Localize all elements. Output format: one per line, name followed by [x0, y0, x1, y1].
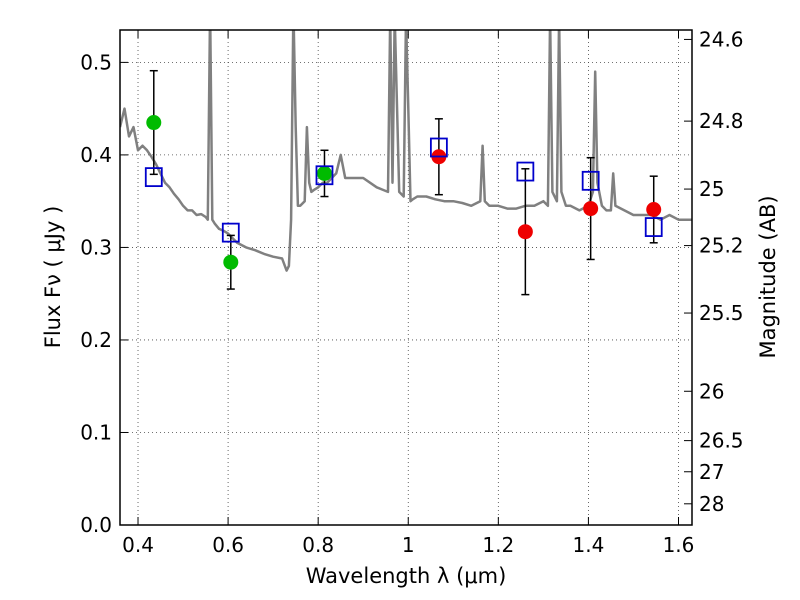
y-tick-label: 0.1 [80, 420, 112, 444]
x-tick-label: 0.4 [122, 533, 154, 557]
model-photometry-square [581, 170, 600, 191]
plot-area [120, 30, 692, 296]
x-tick-label: 0.8 [302, 533, 334, 557]
nir-data-point [517, 224, 533, 240]
y2-tick-label: 24.8 [699, 109, 744, 133]
plot-frame [119, 29, 693, 526]
y2-tick-label: 25.2 [699, 234, 744, 258]
x-axis-label: Wavelength λ (μm) [306, 564, 507, 588]
y2-axis-label: Magnitude (AB) [756, 195, 780, 358]
model-photometry-square [144, 167, 163, 188]
x-tick-label: 1.2 [482, 533, 514, 557]
x-tick-label: 1 [402, 533, 415, 557]
y-axis-label: Flux Fν ( μJy ) [41, 206, 65, 349]
x-tick-label: 1.4 [573, 533, 605, 557]
model-photometry-square [644, 217, 663, 237]
y2-tick-label: 25 [699, 177, 724, 201]
y2-tick-label: 26.5 [699, 429, 744, 453]
model-spectrum-line [120, 30, 692, 272]
nir-data-point [583, 201, 599, 217]
y-tick-label: 0.5 [80, 50, 112, 74]
model-photometry-square [429, 137, 448, 158]
model-photometry-square [315, 165, 334, 186]
y-tick-label: 0.0 [80, 513, 112, 537]
y2-tick-label: 24.6 [699, 27, 744, 51]
x-tick-label: 0.6 [212, 533, 244, 557]
model-photometry-square [221, 222, 240, 243]
axis-ticks: 0.4 0.6 0.8 1 1.2 1.4 1.6 0.0 0.1 0.2 0.3 0.4 0.5 24.… [80, 27, 743, 557]
y-tick-label: 0.2 [80, 328, 112, 352]
optical-data-point [223, 254, 239, 270]
optical-data-point [146, 115, 162, 131]
nir-data-point [646, 201, 662, 217]
x-tick-label: 1.6 [663, 533, 695, 557]
y-tick-label: 0.4 [80, 143, 112, 167]
y2-tick-label: 26 [699, 379, 724, 403]
y2-tick-label: 28 [699, 492, 724, 516]
y2-tick-label: 27 [699, 460, 724, 484]
y2-tick-label: 25.5 [699, 301, 744, 325]
model-photometry-square [516, 161, 535, 182]
optical-data-point [316, 165, 332, 181]
y-tick-label: 0.3 [80, 235, 112, 259]
